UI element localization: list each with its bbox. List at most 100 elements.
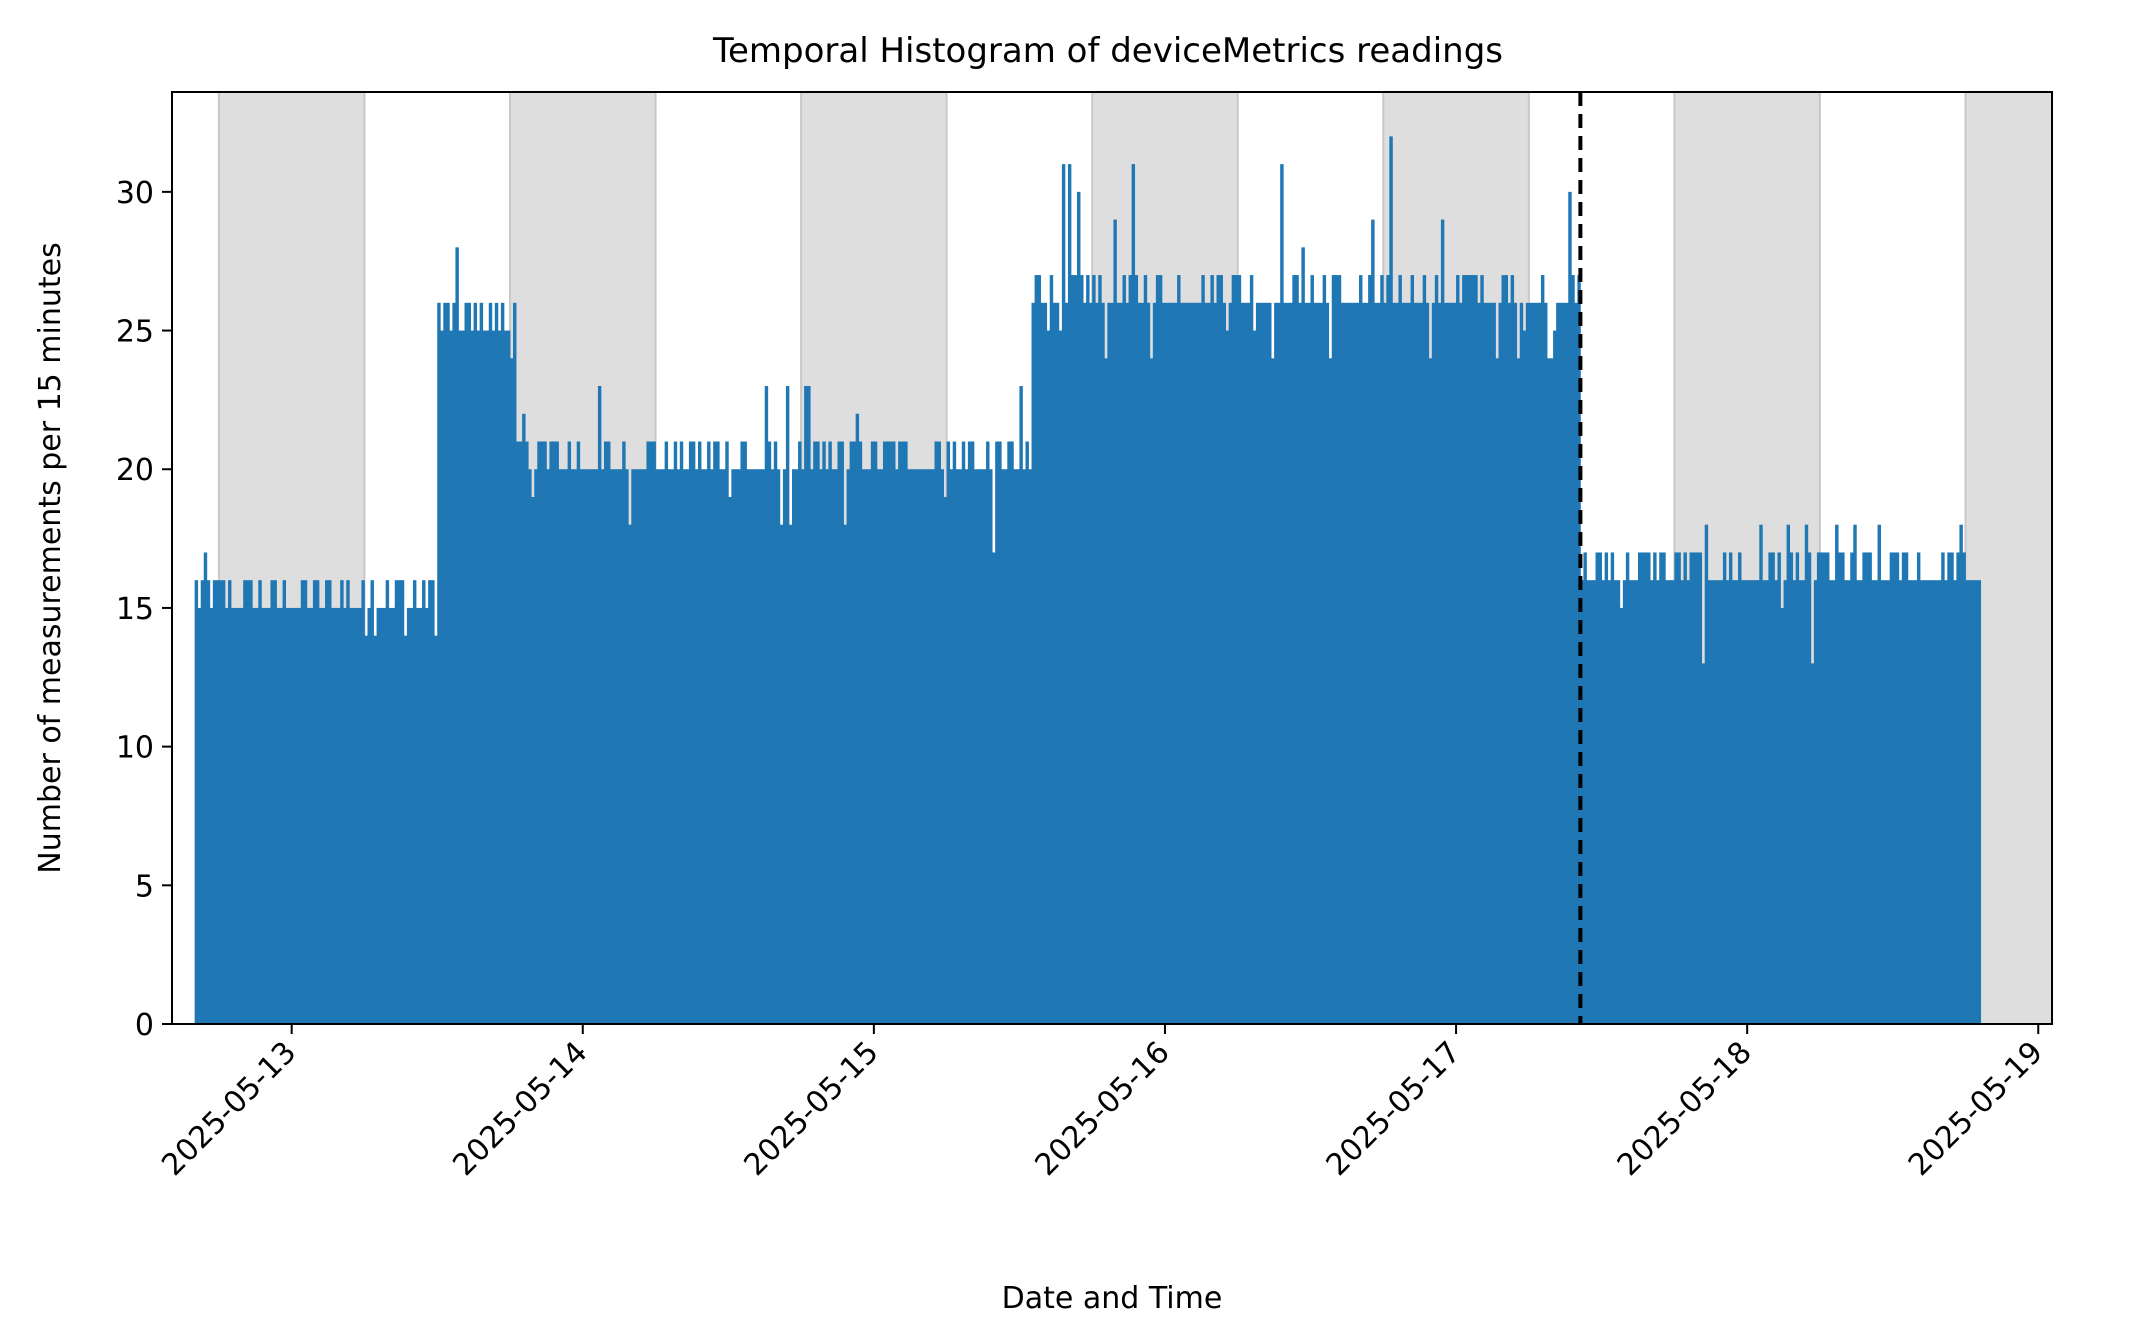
histogram-bar bbox=[1671, 580, 1675, 1024]
histogram-bar bbox=[1064, 302, 1069, 1024]
histogram-bar bbox=[913, 469, 917, 1024]
histogram-bar bbox=[391, 607, 396, 1024]
histogram-bar bbox=[728, 496, 732, 1025]
histogram-bar bbox=[1049, 275, 1054, 1024]
histogram-bar bbox=[795, 469, 799, 1024]
histogram-bar bbox=[1826, 552, 1830, 1024]
histogram-bar bbox=[873, 441, 878, 1024]
histogram-bar bbox=[1340, 302, 1345, 1024]
histogram-bar bbox=[1216, 275, 1220, 1024]
histogram-bar bbox=[1031, 302, 1035, 1024]
histogram-bar bbox=[1644, 552, 1648, 1024]
histogram-bar bbox=[1313, 302, 1317, 1024]
histogram-bar bbox=[1628, 580, 1633, 1024]
histogram-bar bbox=[1407, 302, 1411, 1024]
histogram-bar bbox=[1771, 552, 1775, 1024]
histogram-bar bbox=[582, 469, 587, 1024]
histogram-bar bbox=[497, 330, 502, 1024]
histogram-bar bbox=[682, 469, 687, 1024]
histogram-bar bbox=[528, 469, 532, 1024]
histogram-bar bbox=[1013, 469, 1017, 1024]
histogram-bar bbox=[1647, 552, 1651, 1024]
histogram-bar bbox=[943, 496, 948, 1025]
histogram-bar bbox=[1434, 275, 1439, 1024]
histogram-bar bbox=[1953, 580, 1957, 1024]
histogram-bar bbox=[661, 469, 666, 1024]
histogram-bar bbox=[1019, 386, 1023, 1024]
histogram-bar bbox=[1832, 580, 1836, 1024]
histogram-bar bbox=[376, 607, 381, 1024]
y-tick-label: 5 bbox=[135, 869, 154, 904]
histogram-bar bbox=[1613, 580, 1618, 1024]
histogram-bar bbox=[303, 580, 308, 1024]
histogram-bar bbox=[831, 469, 835, 1024]
histogram-bar bbox=[685, 469, 690, 1024]
histogram-bar bbox=[1962, 552, 1966, 1024]
histogram-bar bbox=[1262, 302, 1266, 1024]
histogram-bar bbox=[1507, 302, 1512, 1024]
histogram-bar bbox=[1889, 552, 1894, 1024]
histogram-bar bbox=[1368, 275, 1372, 1024]
histogram-bar bbox=[531, 496, 535, 1025]
histogram-bar bbox=[664, 441, 669, 1024]
histogram-bar bbox=[585, 469, 590, 1024]
histogram-bar bbox=[858, 441, 863, 1024]
histogram-bar bbox=[1756, 580, 1760, 1024]
histogram-bar bbox=[1061, 164, 1066, 1024]
histogram-bar bbox=[1192, 302, 1196, 1024]
histogram-bar bbox=[1592, 580, 1596, 1024]
histogram-bar bbox=[986, 441, 990, 1024]
histogram-bar bbox=[1480, 275, 1484, 1024]
histogram-bar bbox=[1362, 302, 1366, 1024]
histogram-bar bbox=[1377, 302, 1381, 1024]
histogram-bar bbox=[907, 469, 911, 1024]
histogram-bar bbox=[294, 607, 299, 1024]
histogram-bar bbox=[1680, 580, 1684, 1024]
histogram-bar bbox=[1762, 580, 1766, 1024]
histogram-bar bbox=[776, 469, 781, 1024]
histogram-bar bbox=[1677, 552, 1681, 1024]
histogram-bar bbox=[1374, 302, 1378, 1024]
histogram-bar bbox=[625, 469, 629, 1024]
histogram-bar bbox=[591, 469, 596, 1024]
histogram-bar bbox=[561, 469, 565, 1024]
histogram-bar bbox=[1559, 302, 1563, 1024]
histogram-bar bbox=[785, 386, 790, 1024]
histogram-bar bbox=[1683, 552, 1687, 1024]
histogram-bar bbox=[416, 607, 420, 1024]
histogram-bar bbox=[1732, 580, 1736, 1024]
histogram-bar bbox=[1728, 552, 1733, 1024]
histogram-bar bbox=[467, 302, 471, 1024]
histogram-bar bbox=[1383, 302, 1387, 1024]
histogram-bar bbox=[980, 469, 984, 1024]
histogram-bar bbox=[1707, 580, 1712, 1024]
histogram-bar bbox=[1932, 580, 1936, 1024]
histogram-bar bbox=[1168, 302, 1172, 1024]
histogram-bar bbox=[855, 413, 860, 1024]
histogram-bar bbox=[1249, 275, 1254, 1024]
histogram-bar bbox=[297, 607, 302, 1024]
histogram-bar bbox=[343, 607, 347, 1024]
histogram-bar bbox=[1544, 302, 1548, 1024]
histogram-bar bbox=[1531, 302, 1536, 1024]
histogram-bar bbox=[1228, 302, 1233, 1024]
histogram-bar bbox=[1801, 580, 1806, 1024]
histogram-bar bbox=[1137, 302, 1142, 1024]
histogram-bar bbox=[1638, 552, 1642, 1024]
histogram-bar bbox=[1956, 552, 1960, 1024]
histogram-bar bbox=[1007, 441, 1011, 1024]
histogram-bar bbox=[1601, 580, 1606, 1024]
histogram-bar bbox=[773, 441, 778, 1024]
histogram-bar bbox=[1920, 580, 1924, 1024]
histogram-bar bbox=[600, 469, 605, 1024]
histogram-bar bbox=[731, 469, 735, 1024]
histogram-bar bbox=[879, 469, 884, 1024]
histogram-bar bbox=[488, 302, 493, 1024]
histogram-bar bbox=[1280, 164, 1284, 1024]
histogram-bar bbox=[276, 607, 280, 1024]
histogram-bar bbox=[1301, 247, 1305, 1024]
histogram-bar bbox=[691, 441, 696, 1024]
histogram-bar bbox=[1589, 580, 1593, 1024]
histogram-bar bbox=[1428, 358, 1433, 1024]
histogram-bar bbox=[1158, 275, 1163, 1024]
